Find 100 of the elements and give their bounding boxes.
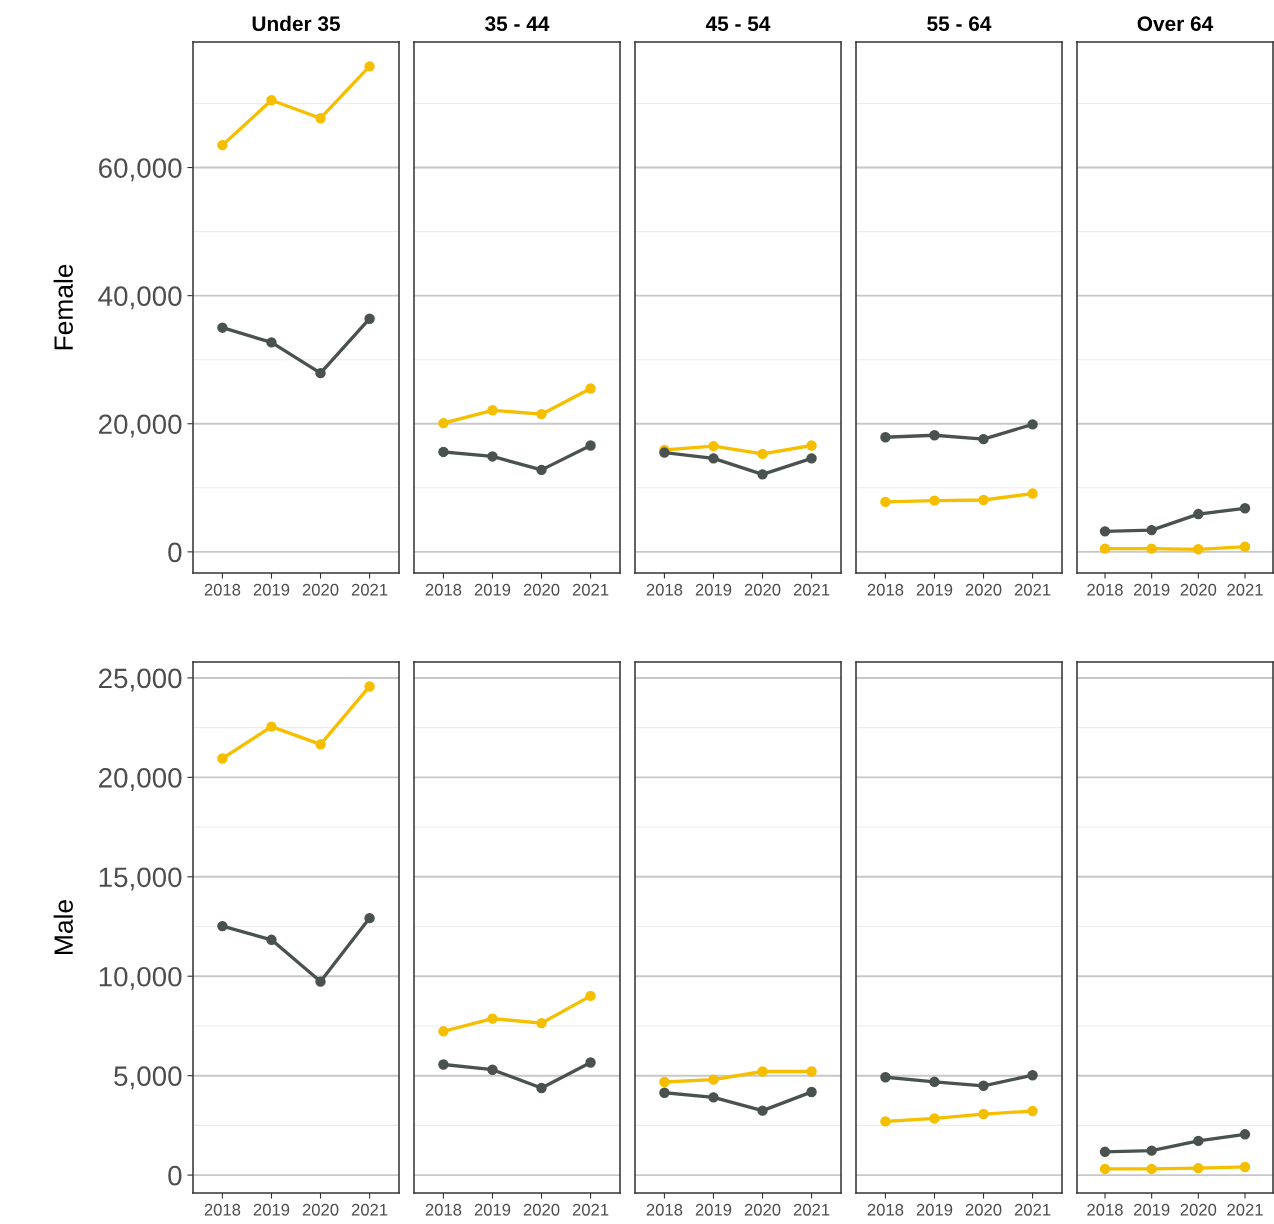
point [438,1026,449,1037]
point [708,453,719,464]
x-tick-label: 2019 [916,1203,953,1216]
x-tick-label: 2019 [916,583,953,596]
point [217,322,228,333]
point [929,1076,940,1088]
point [1193,508,1204,520]
y-axis-title: Male [53,900,73,954]
point [708,1074,719,1085]
x-tick-label: 2018 [646,583,683,596]
point [585,990,596,1002]
x-tick-label: 2020 [744,583,781,596]
x-tick-label: 2021 [793,1203,830,1216]
point [1099,1146,1111,1158]
x-tick-label: 2019 [474,1203,511,1216]
point [1193,1135,1204,1147]
point [487,1064,498,1075]
point [1239,503,1251,514]
point [438,417,449,429]
point [438,446,449,458]
point [364,912,375,924]
point [1193,1162,1204,1174]
x-tick-label: 2018 [867,583,904,596]
y-tick-label: 5,000 [114,1066,182,1090]
y-tick-label: 40,000 [98,286,182,310]
point [1027,419,1038,430]
x-tick-label: 2019 [695,583,732,596]
y-tick-label: 15,000 [99,867,182,891]
point [536,464,547,476]
point [708,440,719,452]
x-tick-label: 2019 [1133,1203,1170,1216]
chart-title: Over 64 [1137,16,1214,32]
point [315,739,326,750]
point [585,1057,596,1068]
point [1193,544,1204,555]
point [880,431,891,443]
point [757,448,768,460]
point [806,453,817,464]
x-tick-label: 2020 [965,1203,1002,1216]
y-tick-label: 0 [168,1165,182,1186]
point [1146,1163,1157,1175]
point [659,1076,670,1088]
x-tick-label: 2018 [425,583,462,596]
chart-title: 55 - 64 [927,16,992,32]
point [585,383,596,394]
y-tick-label: 0 [168,542,182,563]
point [806,1066,817,1077]
x-tick-label: 2018 [1087,583,1123,596]
x-tick-label: 2019 [695,1203,732,1216]
x-tick-label: 2018 [1087,1203,1123,1216]
point [978,494,989,506]
point [1239,1161,1251,1173]
point [708,1092,719,1103]
point [978,433,989,445]
x-tick-label: 2021 [1014,1203,1051,1216]
point [1027,1070,1038,1081]
point [266,95,277,106]
x-tick-label: 2021 [572,583,609,596]
point [1146,543,1157,554]
point [1099,1163,1111,1175]
x-tick-label: 2021 [1227,583,1263,596]
point [585,440,596,451]
x-tick-label: 2018 [425,1203,462,1216]
point [1027,488,1038,499]
x-tick-label: 2021 [1014,583,1051,596]
point [1239,1129,1251,1140]
point [929,430,940,441]
point [757,1105,768,1116]
x-tick-label: 2021 [351,583,388,596]
x-tick-label: 2020 [302,583,339,596]
x-tick-label: 2021 [793,583,830,596]
point [315,367,326,379]
point [1146,524,1157,536]
point [880,1072,891,1083]
y-tick-label: 20,000 [99,414,182,438]
x-tick-label: 2019 [1133,583,1170,596]
chart-title: 45 - 54 [705,16,771,32]
y-tick-label: 10,000 [99,966,182,990]
point [217,753,228,764]
point [880,496,891,508]
chart-title: Under 35 [252,15,340,32]
point [487,405,498,416]
point [217,920,228,932]
point [266,934,277,946]
x-tick-label: 2020 [1180,583,1217,596]
point [1099,526,1111,537]
x-tick-label: 2021 [1227,1203,1263,1216]
point [364,681,375,692]
point [806,1086,817,1098]
point [880,1116,891,1127]
x-tick-label: 2018 [867,1203,904,1216]
point [929,1113,940,1124]
x-tick-label: 2020 [965,583,1002,596]
x-tick-label: 2020 [302,1203,339,1216]
y-tick-label: 60,000 [99,158,182,182]
point [1146,1145,1157,1156]
x-tick-label: 2020 [1180,1203,1217,1216]
point [217,139,228,151]
point [757,1066,768,1077]
point [978,1080,989,1092]
